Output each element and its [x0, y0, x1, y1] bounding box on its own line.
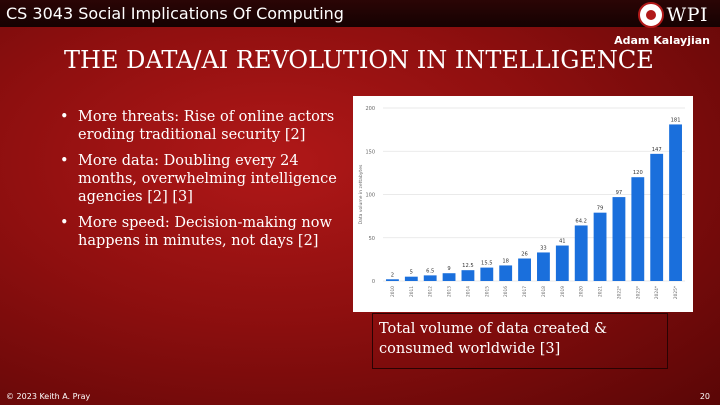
- bar-value-label: 97: [616, 190, 623, 196]
- bullet-text: More speed: Decision-making now happens …: [78, 215, 332, 249]
- bar-value-label: 5: [410, 270, 413, 276]
- data-volume-chart: 0 50 100 150 200 Data volume in zettabytes 2 20…: [353, 96, 693, 312]
- header-bar: CS 3043 Social Implications Of Computing…: [0, 0, 720, 28]
- x-tick-label: 2012: [428, 286, 434, 297]
- y-tick-label: 0: [372, 279, 375, 285]
- chart-bar: [442, 273, 456, 281]
- chart-bar: [404, 276, 418, 281]
- bar-value-label: 2: [391, 272, 394, 278]
- chart-bar: [555, 245, 569, 281]
- bar-value-label: 147: [652, 147, 662, 153]
- bar-value-label: 41: [559, 239, 566, 245]
- x-tick-label: 2015: [484, 286, 490, 297]
- wpi-logo-text: WPI: [666, 4, 708, 26]
- chart-bar: [650, 153, 664, 281]
- chart-bar: [480, 267, 494, 281]
- chart-bar: [499, 265, 513, 281]
- bar-value-label: 181: [671, 117, 681, 123]
- wpi-logo: WPI: [637, 2, 708, 28]
- bar-value-label: 9: [447, 266, 450, 272]
- bar-value-label: 33: [540, 245, 547, 251]
- chart-bar: [669, 124, 682, 281]
- slide-title: THE DATA/AI REVOLUTION IN INTELLIGENCE: [64, 46, 654, 74]
- author-name: Adam Kalayjian: [614, 34, 710, 47]
- chart-bar: [612, 197, 626, 281]
- y-axis-label: Data volume in zettabytes: [358, 164, 364, 224]
- bullet-text: More threats: Rise of online actors erod…: [78, 109, 335, 143]
- x-tick-label: 2025*: [673, 285, 679, 299]
- y-tick-label: 50: [369, 236, 375, 242]
- chart-bar: [593, 212, 607, 281]
- x-tick-label: 2013: [447, 286, 453, 297]
- bullet-list: • More threats: Rise of online actors ero…: [60, 108, 350, 258]
- x-tick-label: 2011: [409, 286, 415, 297]
- y-tick-label: 100: [365, 193, 375, 199]
- copyright: © 2023 Keith A. Pray: [6, 392, 91, 401]
- x-tick-label: 2019: [560, 286, 566, 297]
- x-tick-label: 2016: [503, 286, 509, 297]
- chart-bar: [574, 225, 588, 281]
- chart-svg: 0 50 100 150 200 Data volume in zettabytes 2 20…: [358, 106, 685, 299]
- course-title: CS 3043 Social Implications Of Computing: [6, 4, 344, 23]
- chart-bar: [461, 270, 475, 281]
- x-tick-label: 2020: [579, 286, 585, 297]
- x-tick-label: 2022*: [616, 285, 622, 299]
- x-tick-label: 2017: [522, 286, 528, 297]
- x-tick-label: 2023*: [635, 285, 641, 299]
- bar-value-label: 15.5: [481, 261, 493, 267]
- wpi-seal-icon: [637, 2, 664, 28]
- chart-bar: [518, 258, 531, 281]
- bullet-text: More data: Doubling every 24 months, ove…: [78, 153, 337, 205]
- bar-value-label: 64.2: [575, 218, 587, 224]
- bullet-item: • More data: Doubling every 24 months, ov…: [60, 152, 350, 206]
- bullet-item: • More speed: Decision-making now happens…: [60, 214, 350, 250]
- page-number: 20: [699, 392, 710, 401]
- bar-value-label: 79: [597, 206, 604, 212]
- chart-bar: [386, 279, 399, 281]
- bullet-dot-icon: •: [60, 153, 69, 169]
- x-tick-label: 2010: [390, 286, 396, 297]
- bullet-dot-icon: •: [60, 215, 69, 231]
- y-tick-label: 200: [365, 106, 375, 112]
- chart-bar: [631, 177, 645, 281]
- chart-caption: Total volume of data created & consumed …: [372, 313, 668, 369]
- chart-bar: [423, 275, 437, 281]
- chart-bar: [537, 252, 550, 281]
- bar-value-label: 6.5: [426, 268, 434, 274]
- bar-value-label: 26: [521, 252, 528, 258]
- bar-value-label: 18: [502, 258, 509, 264]
- x-tick-label: 2014: [465, 286, 471, 297]
- bar-value-label: 12.5: [462, 263, 474, 269]
- y-tick-label: 150: [365, 149, 375, 155]
- bar-value-label: 120: [633, 170, 643, 176]
- x-tick-label: 2018: [541, 286, 547, 297]
- bullet-item: • More threats: Rise of online actors ero…: [60, 108, 350, 144]
- x-tick-label: 2021: [598, 286, 604, 297]
- bullet-dot-icon: •: [60, 109, 69, 125]
- x-tick-label: 2024*: [654, 285, 660, 299]
